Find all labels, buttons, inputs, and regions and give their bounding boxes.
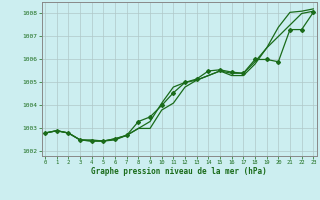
X-axis label: Graphe pression niveau de la mer (hPa): Graphe pression niveau de la mer (hPa)	[91, 167, 267, 176]
